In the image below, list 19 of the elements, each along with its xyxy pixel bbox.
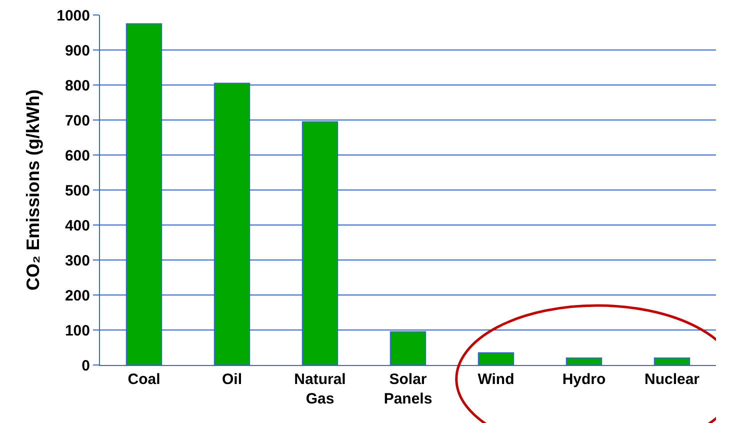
y-tick-label: 700 xyxy=(64,112,90,130)
y-tick-label: 400 xyxy=(64,217,90,234)
y-tick-label: 500 xyxy=(64,182,90,200)
x-tick-label: Nuclear xyxy=(644,371,700,388)
y-tick-label: 600 xyxy=(64,147,90,164)
y-tick-label: 900 xyxy=(64,42,90,60)
x-tick-label: Hydro xyxy=(562,371,606,388)
y-tick-label: 0 xyxy=(82,357,90,374)
x-tick-label: Solar Panels xyxy=(384,371,432,408)
y-tick-label: 300 xyxy=(64,252,90,270)
x-tick-label: Coal xyxy=(128,371,160,388)
y-axis-title: CO₂ Emissions (g/kWh) xyxy=(22,89,43,291)
x-tick-label: Wind xyxy=(478,371,514,388)
x-tick-label: Oil xyxy=(222,371,242,388)
y-tick-label: 100 xyxy=(64,322,90,340)
y-tick-label: 1000 xyxy=(56,7,90,24)
y-tick-label: 200 xyxy=(64,287,90,304)
x-tick-label: Natural Gas xyxy=(294,371,346,408)
y-tick-label: 800 xyxy=(64,77,90,94)
